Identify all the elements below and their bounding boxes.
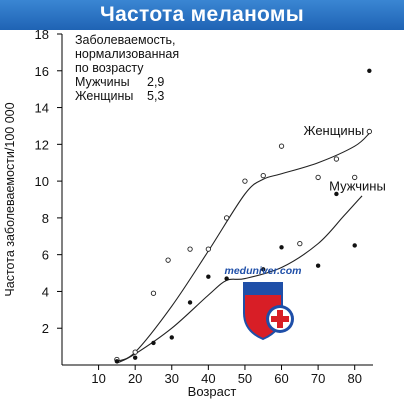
women-data-point — [150, 290, 157, 296]
men-data-point — [114, 359, 120, 364]
header-bar: Частота меланомы — [0, 0, 404, 30]
legend-row-women: Женщины 5,3 — [75, 89, 164, 103]
x-axis-title: Возраст — [188, 384, 237, 399]
women-data-point — [352, 174, 358, 181]
women-data-point — [278, 143, 285, 149]
y-axis-title: Частота заболеваемости/100 000 — [3, 102, 17, 296]
y-tick-label: 14 — [35, 101, 49, 116]
women-data-point — [223, 215, 230, 221]
x-tick-label: 30 — [165, 371, 179, 386]
page-title: Частота меланомы — [100, 3, 304, 26]
y-tick-label: 6 — [42, 248, 49, 263]
men-data-point — [151, 340, 156, 346]
men-data-point — [315, 263, 321, 268]
women-data-point — [132, 349, 138, 355]
logo-text: meduniver.com — [224, 265, 302, 277]
women-data-point — [242, 178, 248, 184]
women-data-point — [187, 246, 193, 252]
x-tick-label: 60 — [274, 371, 288, 386]
curve-label-men: Мужчины — [329, 178, 386, 193]
x-tick-label: 50 — [238, 371, 252, 386]
curve-label-women: Женщины — [303, 123, 364, 138]
women-data-point — [165, 257, 171, 263]
men-data-point — [169, 335, 174, 340]
chart-axes: 2 4 6 8 10 12 14 16 18 10 20 30 40 50 60 70 80 Возраст Час… — [3, 27, 373, 399]
women-data-point — [297, 240, 303, 247]
legend-women-label: Женщины — [75, 89, 134, 103]
legend-heading-line-3: по возрасту — [75, 61, 144, 75]
x-tick-label: 10 — [91, 371, 105, 386]
chart-points — [114, 68, 372, 364]
y-tick-label: 18 — [35, 27, 49, 42]
y-tick-label: 4 — [42, 284, 49, 299]
y-tick-label: 12 — [35, 137, 49, 152]
women-data-point — [260, 172, 266, 179]
x-tick-label: 70 — [311, 371, 325, 386]
legend-men-label: Мужчины — [75, 75, 130, 89]
curve-women — [116, 132, 370, 362]
x-tick-label: 40 — [201, 371, 215, 386]
x-tick-label: 20 — [128, 371, 142, 386]
men-data-point — [224, 276, 229, 281]
men-data-point — [334, 191, 339, 197]
meduniver-logo: meduniver.com — [222, 265, 304, 345]
chart-labels: Женщины Мужчины — [303, 123, 385, 193]
legend-men-value: 2,9 — [147, 75, 165, 89]
legend-row-men: Мужчины 2,9 — [75, 75, 164, 89]
logo-emblem-icon — [243, 282, 294, 341]
legend-heading-line-2: нормализованная — [75, 47, 180, 61]
men-data-point — [279, 245, 284, 250]
men-data-point — [261, 267, 266, 272]
men-data-point — [187, 300, 193, 305]
y-tick-label: 8 — [42, 211, 49, 226]
women-data-point — [366, 128, 372, 135]
y-tick-label: 10 — [35, 174, 49, 189]
men-data-point — [367, 68, 372, 73]
men-data-point — [352, 243, 357, 248]
y-tick-label: 16 — [35, 64, 49, 79]
men-data-point — [206, 274, 211, 279]
y-tick-label: 2 — [42, 321, 49, 336]
women-data-point — [315, 174, 321, 181]
x-tick-label: 80 — [347, 371, 361, 386]
legend-women-value: 5,3 — [147, 89, 165, 103]
men-data-point — [132, 355, 138, 360]
women-data-point — [205, 246, 212, 252]
legend-heading-line-1: Заболеваемость, — [75, 33, 176, 47]
women-data-point — [333, 156, 340, 162]
